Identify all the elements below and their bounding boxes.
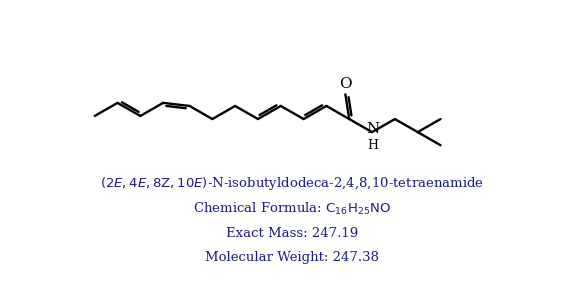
Text: O: O [339, 77, 352, 91]
Text: $(2\mathit{E},4\mathit{E},\mathrm{8Z},10\mathit{E})$-N-isobutyldodeca-2,4,8,10-t: $(2\mathit{E},4\mathit{E},\mathrm{8Z},10… [100, 176, 484, 192]
Text: Exact Mass: 247.19: Exact Mass: 247.19 [226, 227, 358, 240]
Text: H: H [367, 139, 378, 152]
Text: Molecular Weight: 247.38: Molecular Weight: 247.38 [205, 251, 379, 264]
Text: Chemical Formula: $\mathrm{C_{16}H_{25}NO}$: Chemical Formula: $\mathrm{C_{16}H_{25}N… [193, 201, 391, 217]
Text: N: N [366, 122, 380, 136]
